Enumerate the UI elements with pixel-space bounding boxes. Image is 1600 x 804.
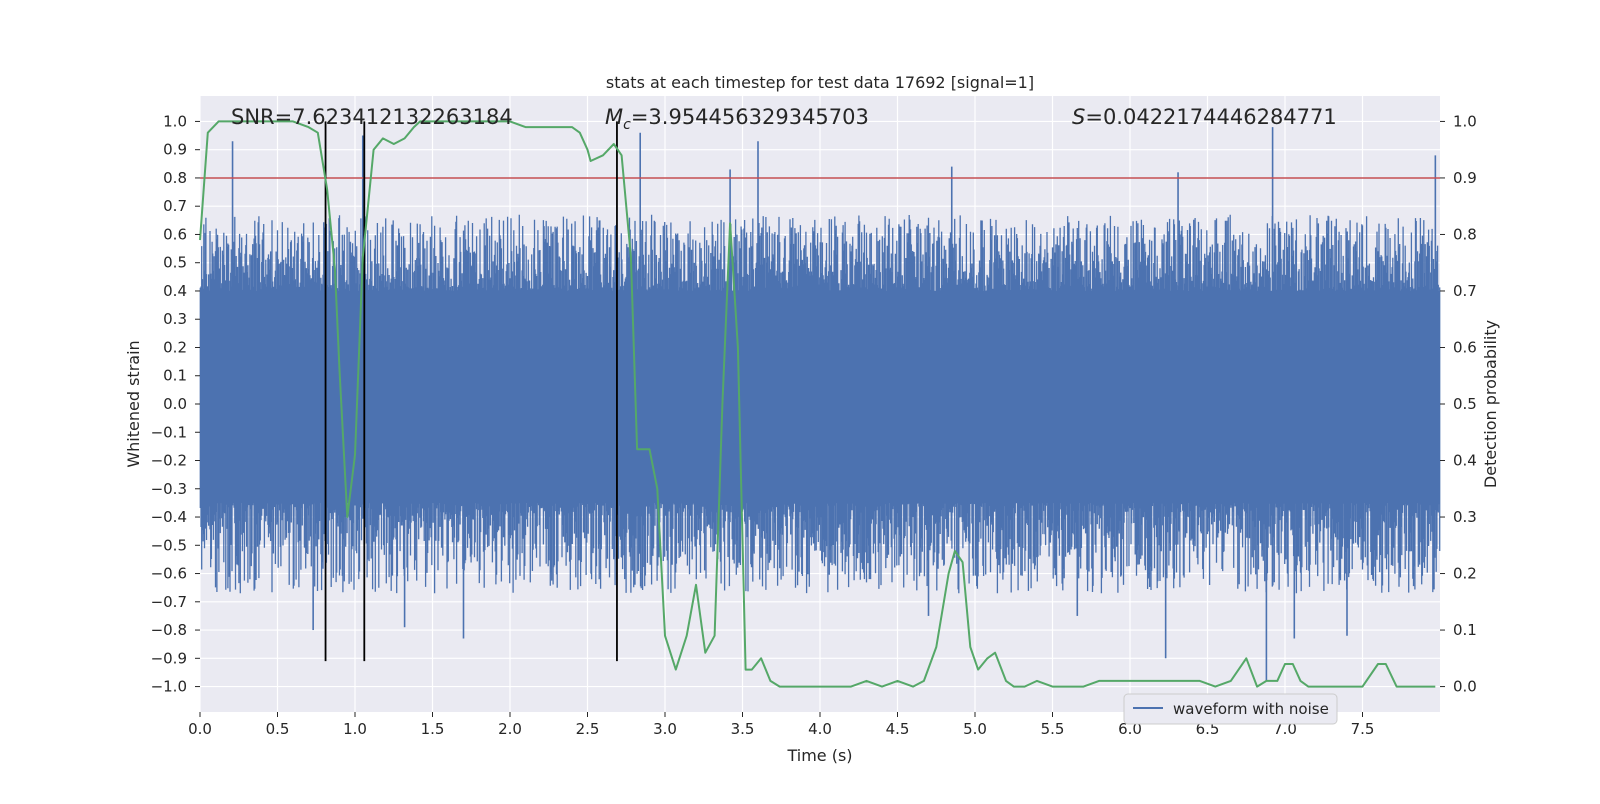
y-left-tick-label: 0.3 [163,310,187,328]
y-left-tick-label: −0.2 [151,452,187,470]
noise-waveform [199,214,1441,594]
y-left-tick-label: 0.2 [163,338,187,356]
y-left-tick-label: 0.8 [163,169,187,187]
y-left-tick-label: −0.3 [151,480,187,498]
x-tick-label: 4.5 [886,720,910,738]
y-left-tick-label: −0.8 [151,621,187,639]
y-left-tick-label: −0.4 [151,508,187,526]
y-right-tick-label: 1.0 [1453,112,1477,130]
y-right-tick-label: 0.5 [1453,395,1477,413]
y-left-tick-label: 0.5 [163,254,187,272]
y-right-tick-label: 0.6 [1453,338,1477,356]
y-left-tick-label: −0.7 [151,593,187,611]
y-left-tick-label: 0.6 [163,225,187,243]
y-right-tick-label: 0.9 [1453,169,1477,187]
event-lines [324,121,618,662]
x-tick-label: 0.0 [188,720,212,738]
y-left-tick-label: −0.1 [151,423,187,441]
legend-box [1123,693,1338,725]
y-left-tick-label: 1.0 [163,112,187,130]
y-left-tick-label: −1.0 [151,678,187,696]
axes: 0.0 0.5 1.0 1.5 2.0 2.5 3.0 3.5 4.0 4.5 5.0 5.5 6.0 6… [151,112,1477,738]
chirp-mass-subscript: c [623,117,631,133]
x-tick-label: 7.5 [1351,720,1375,738]
legend-label: waveform with noise [1173,700,1329,718]
y-right-tick-label: 0.3 [1453,508,1477,526]
y-axis-label-left: Whitened strain [124,340,143,467]
chirp-mass-annotation: Mc=3.954456329345703 [605,105,869,133]
x-tick-label: 2.0 [498,720,522,738]
snr-annotation: SNR=7.623412132263184 [231,105,513,129]
y-left-tick-label: −0.6 [151,565,187,583]
x-tick-label: 3.5 [731,720,755,738]
x-tick-label: 5.5 [1041,720,1065,738]
chart-title: stats at each timestep for test data 176… [606,73,1034,92]
y-right-tick-label: 0.0 [1453,678,1477,696]
y-left-tick-label: 0.4 [163,282,187,300]
s-value: =0.0422174446284771 [1085,105,1336,129]
y-left-tick-label: 0.7 [163,197,187,215]
y-right-tick-label: 0.4 [1453,452,1477,470]
detection-probability-line [199,120,1436,688]
waveform-with-noise-series [199,127,1441,681]
x-tick-label: 3.0 [653,720,677,738]
s-annotation: S=0.0422174446284771 [1072,105,1337,129]
y-right-tick-label: 0.7 [1453,282,1477,300]
y-axis-label-right: Detection probability [1481,320,1500,488]
y-left-tick-label: −0.5 [151,536,187,554]
y-right-tick-label: 0.1 [1453,621,1477,639]
y-right-tick-label: 0.8 [1453,225,1477,243]
x-axis-label: Time (s) [786,746,852,765]
x-tick-label: 2.5 [576,720,600,738]
x-tick-label: 5.0 [963,720,987,738]
y-right-tick-label: 0.2 [1453,565,1477,583]
legend: waveform with noise [1123,693,1338,725]
y-left-tick-label: 0.9 [163,141,187,159]
chirp-mass-symbol: M [605,105,623,129]
x-tick-label: 1.0 [343,720,367,738]
y-left-tick-label: 0.1 [163,367,187,385]
x-tick-label: 4.0 [808,720,832,738]
y-left-tick-label: 0.0 [163,395,187,413]
x-tick-label: 1.5 [421,720,445,738]
s-symbol: S [1072,105,1085,129]
chirp-mass-value: =3.954456329345703 [631,105,869,129]
detection-probability-series [199,120,1436,688]
y-left-tick-label: −0.9 [151,649,187,667]
x-tick-label: 0.5 [266,720,290,738]
